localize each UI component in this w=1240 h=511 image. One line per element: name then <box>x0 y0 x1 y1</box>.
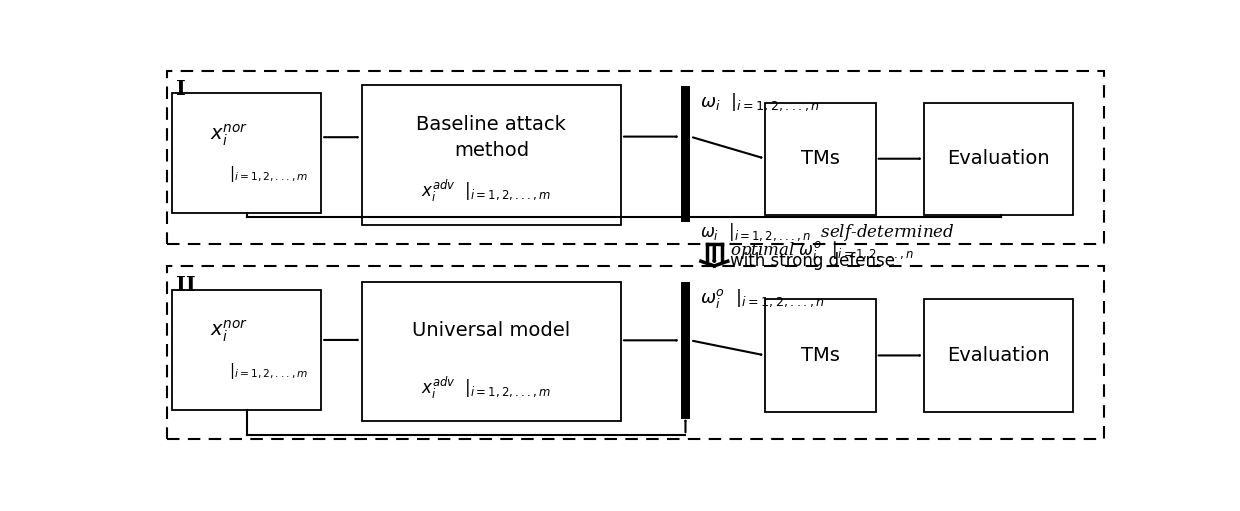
Text: $x_i^{adv}$  $|_{i=1,2,...,m}$: $x_i^{adv}$ $|_{i=1,2,...,m}$ <box>422 375 551 401</box>
Text: $\omega_i^o$  $|_{i=1,2,...,n}$: $\omega_i^o$ $|_{i=1,2,...,n}$ <box>699 288 825 311</box>
Bar <box>166 71 1104 244</box>
Bar <box>362 85 621 225</box>
Text: Evaluation: Evaluation <box>947 346 1049 365</box>
Bar <box>765 299 875 411</box>
Text: with strong defense: with strong defense <box>729 252 895 270</box>
Text: $x_i^{adv}$  $|_{i=1,2,...,m}$: $x_i^{adv}$ $|_{i=1,2,...,m}$ <box>422 178 551 204</box>
Bar <box>172 290 321 409</box>
Bar <box>924 299 1073 411</box>
Bar <box>172 93 321 213</box>
Text: $|_{i=1,2,...,m}$: $|_{i=1,2,...,m}$ <box>229 165 309 184</box>
Text: method: method <box>454 141 529 160</box>
Bar <box>765 103 875 215</box>
Text: $\omega_i$  $|_{i=1,2,...,n}$  self-determined: $\omega_i$ $|_{i=1,2,...,n}$ self-determ… <box>699 222 955 243</box>
Bar <box>166 266 1104 439</box>
Text: Universal model: Universal model <box>412 321 570 340</box>
Text: $\omega_i$  $|_{i=1,2,...,n}$: $\omega_i$ $|_{i=1,2,...,n}$ <box>699 92 820 113</box>
Text: II: II <box>176 274 196 294</box>
Text: optimal $\omega_i^o$  $|_{i=1,2,...,n}$: optimal $\omega_i^o$ $|_{i=1,2,...,n}$ <box>729 240 914 263</box>
Bar <box>681 86 691 222</box>
Bar <box>681 283 691 419</box>
Text: Baseline attack: Baseline attack <box>417 114 567 133</box>
Text: TMs: TMs <box>801 346 839 365</box>
Bar <box>924 103 1073 215</box>
Text: $x_i^{nor}$: $x_i^{nor}$ <box>210 122 248 148</box>
Text: TMs: TMs <box>801 149 839 168</box>
Text: I: I <box>176 79 186 99</box>
Text: $x_i^{nor}$: $x_i^{nor}$ <box>210 319 248 344</box>
Text: Evaluation: Evaluation <box>947 149 1049 168</box>
Bar <box>362 282 621 422</box>
Text: $|_{i=1,2,...,m}$: $|_{i=1,2,...,m}$ <box>229 361 309 381</box>
